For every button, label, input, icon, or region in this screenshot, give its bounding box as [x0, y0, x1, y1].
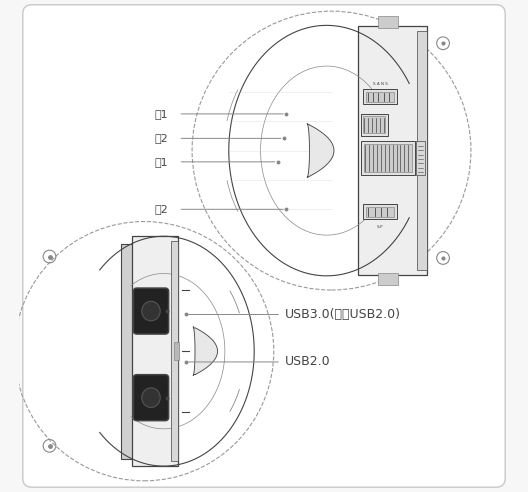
Bar [363, 116, 385, 133]
Bar [132, 236, 178, 466]
Bar [359, 26, 427, 276]
Bar [366, 92, 394, 102]
Ellipse shape [142, 388, 160, 407]
Text: USB2.0: USB2.0 [285, 355, 331, 369]
Bar [361, 141, 414, 175]
Bar [363, 90, 397, 104]
Bar [171, 241, 178, 461]
Bar [121, 244, 134, 459]
Bar [416, 141, 425, 175]
Bar [378, 273, 398, 285]
FancyBboxPatch shape [134, 375, 168, 421]
Text: S A N S: S A N S [373, 82, 388, 86]
Text: 串2: 串2 [155, 204, 168, 215]
Bar [417, 31, 427, 271]
Bar [364, 144, 412, 172]
Polygon shape [193, 327, 218, 375]
Text: S-P: S-P [376, 225, 383, 229]
Bar [174, 342, 180, 360]
Bar [366, 207, 394, 216]
Bar [361, 114, 388, 136]
Polygon shape [307, 123, 334, 178]
FancyBboxPatch shape [134, 288, 168, 334]
Ellipse shape [142, 301, 160, 321]
Bar [378, 16, 398, 29]
Text: 匲1: 匲1 [155, 157, 168, 167]
Bar [363, 204, 397, 219]
Text: USB3.0(兼容USB2.0): USB3.0(兼容USB2.0) [285, 308, 401, 321]
Text: 串1: 串1 [155, 109, 168, 119]
FancyBboxPatch shape [23, 5, 505, 487]
Text: 匲2: 匲2 [155, 133, 168, 143]
